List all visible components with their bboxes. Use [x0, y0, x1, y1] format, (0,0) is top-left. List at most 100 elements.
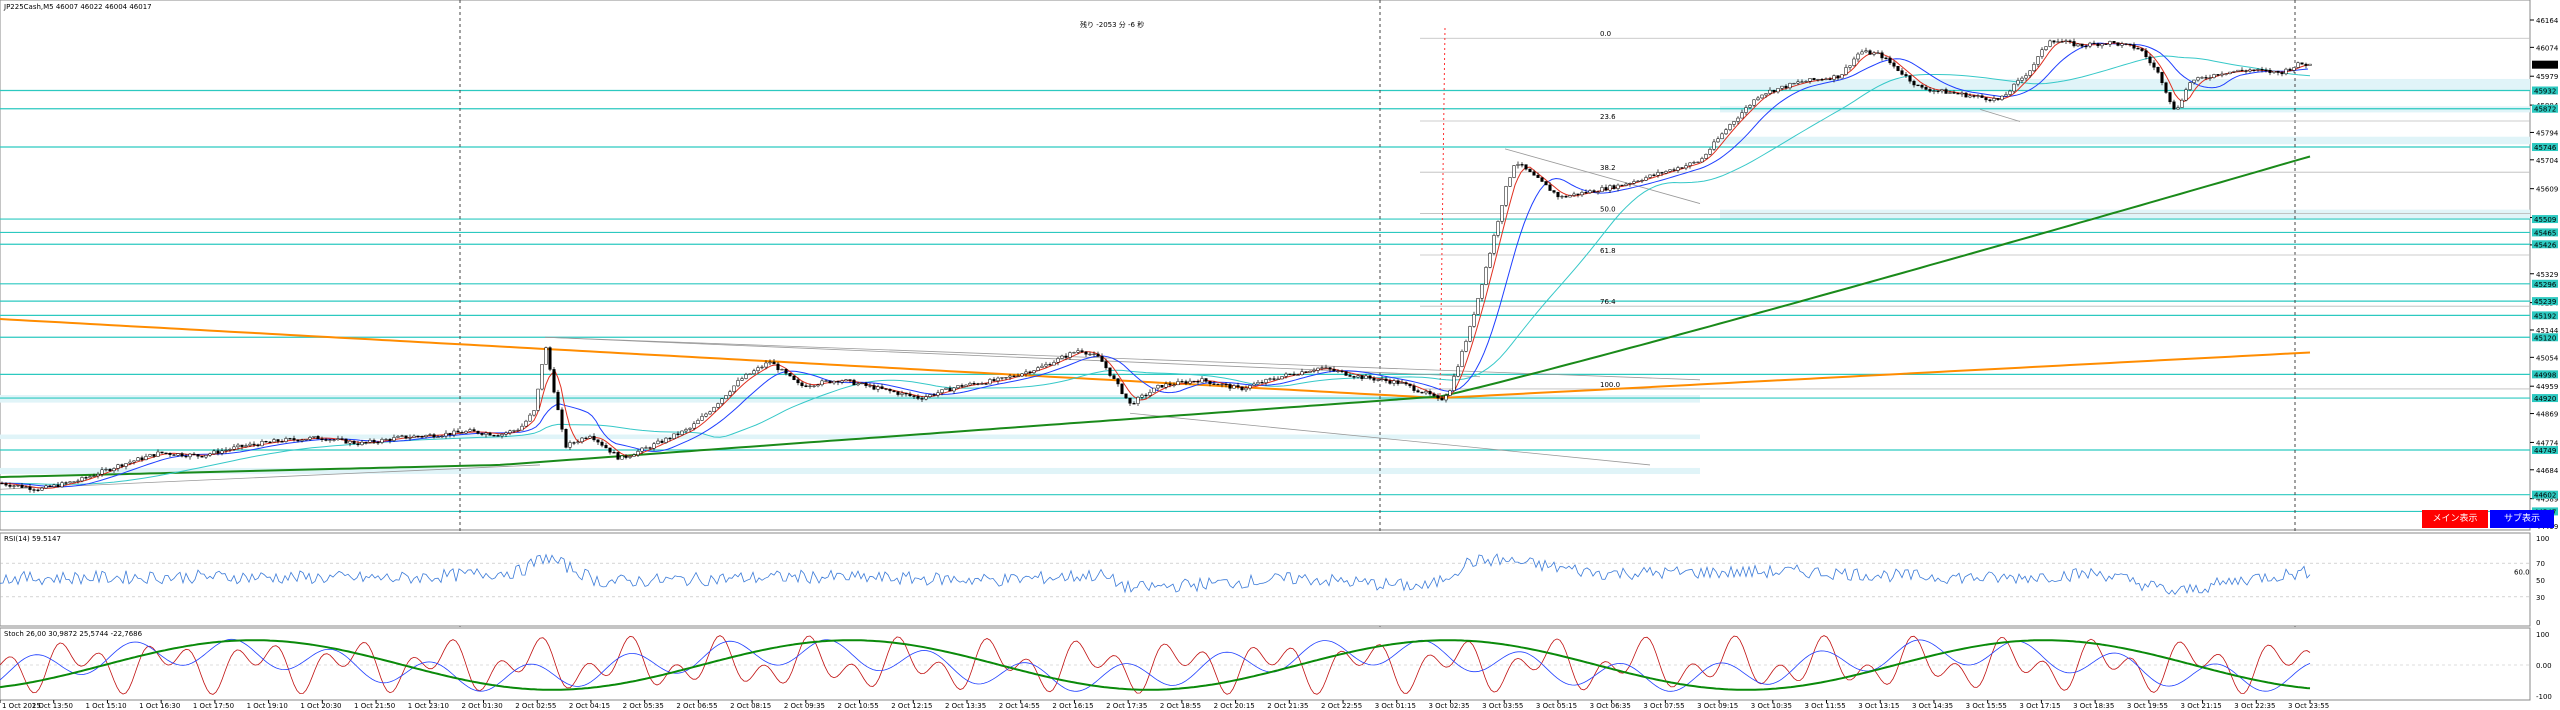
candle-body [1368, 375, 1372, 379]
candle-body [1332, 369, 1336, 372]
candle [1296, 373, 1300, 376]
candle-body [1256, 382, 1260, 385]
candle-body [1212, 383, 1216, 385]
candle-body [676, 433, 680, 435]
candle [532, 410, 536, 417]
candle-body [856, 383, 860, 386]
candle [1988, 98, 1992, 103]
horizontal-levels [0, 89, 2530, 513]
candle [1792, 82, 1796, 85]
candle [92, 473, 96, 477]
candle-body [308, 437, 312, 440]
price-tick-6: 45609 [2536, 186, 2558, 194]
candle [756, 365, 760, 374]
candle [1872, 51, 1876, 57]
candle [1132, 401, 1136, 405]
candle [1184, 379, 1188, 386]
candle-body [532, 410, 536, 416]
candle-body [1492, 235, 1496, 254]
candle [1012, 374, 1016, 378]
candle-body [1688, 162, 1692, 166]
candle [1068, 351, 1072, 360]
candle [1272, 376, 1276, 381]
candle [540, 364, 544, 391]
candle-body [2060, 41, 2064, 43]
candle-body [1596, 191, 1600, 193]
candle-body [1628, 183, 1632, 185]
time-tick-0: 1 Oct 2025 [2, 702, 41, 710]
candle [336, 435, 340, 441]
candle [812, 385, 816, 388]
candle [548, 346, 552, 372]
candle-body [924, 396, 928, 400]
candle-body [1724, 129, 1728, 135]
candle-body [2124, 43, 2128, 45]
candle [528, 412, 532, 422]
candle-body [1224, 383, 1228, 386]
candle [712, 406, 716, 413]
sub-view-button[interactable]: サブ表示 [2490, 510, 2554, 528]
candle [432, 433, 436, 439]
candle [1052, 360, 1056, 366]
candle [1436, 393, 1440, 402]
candle-body [1976, 95, 1980, 97]
candle [424, 434, 428, 439]
candle [2172, 99, 2176, 110]
candle-body [600, 441, 604, 446]
price-tick-13: 44959 [2536, 383, 2558, 391]
candle [1888, 55, 1892, 65]
candle-body [2228, 71, 2232, 75]
candle-body [1620, 184, 1624, 187]
candle-body [280, 441, 284, 443]
candle [1320, 365, 1324, 371]
candle [2128, 43, 2132, 47]
candle [1168, 381, 1172, 388]
candle-body [460, 432, 464, 434]
candle [1440, 396, 1444, 401]
candle [2292, 67, 2296, 73]
candle-body [1204, 378, 1208, 382]
candle-body [988, 379, 992, 385]
candle-body [1172, 384, 1176, 386]
candle [1192, 380, 1196, 383]
candle-body [1028, 371, 1032, 374]
time-tick-6: 1 Oct 20:30 [300, 702, 341, 710]
candle-body [948, 387, 952, 392]
ma-green-line [0, 155, 2311, 479]
candle [868, 383, 872, 388]
candle [1292, 371, 1296, 376]
candle [1152, 387, 1156, 393]
candle [1016, 373, 1020, 378]
candle [520, 423, 524, 431]
candle-body [300, 439, 304, 442]
candle-body [1452, 376, 1456, 391]
rsi-indicator: 100 70 50 30 0 60.0 [0, 535, 2549, 627]
candle-body [1848, 65, 1852, 68]
candle [572, 441, 576, 446]
candle [2016, 77, 2020, 87]
stoch-panel[interactable] [0, 627, 2531, 701]
candle-body [1576, 193, 1580, 196]
candle-body [1572, 193, 1576, 196]
candle [1240, 386, 1244, 392]
candle-body [148, 454, 152, 457]
rsi-panel[interactable] [0, 532, 2531, 627]
candle [732, 385, 736, 394]
fib-label-5: 76.4 [1600, 298, 1616, 306]
candle-body [1092, 353, 1096, 356]
candle-body [1196, 381, 1200, 383]
candle [2120, 41, 2124, 48]
main-view-button[interactable]: メイン表示 [2422, 510, 2488, 528]
candle [1460, 349, 1464, 368]
candle [1904, 72, 1908, 79]
candle [1180, 379, 1184, 383]
candle [576, 439, 580, 445]
candle [1536, 172, 1540, 178]
candle [1244, 385, 1248, 393]
candle [44, 484, 48, 489]
candle [1108, 367, 1112, 378]
candle-body [656, 440, 660, 445]
candle [1768, 87, 1772, 96]
candle-body [1868, 50, 1872, 55]
